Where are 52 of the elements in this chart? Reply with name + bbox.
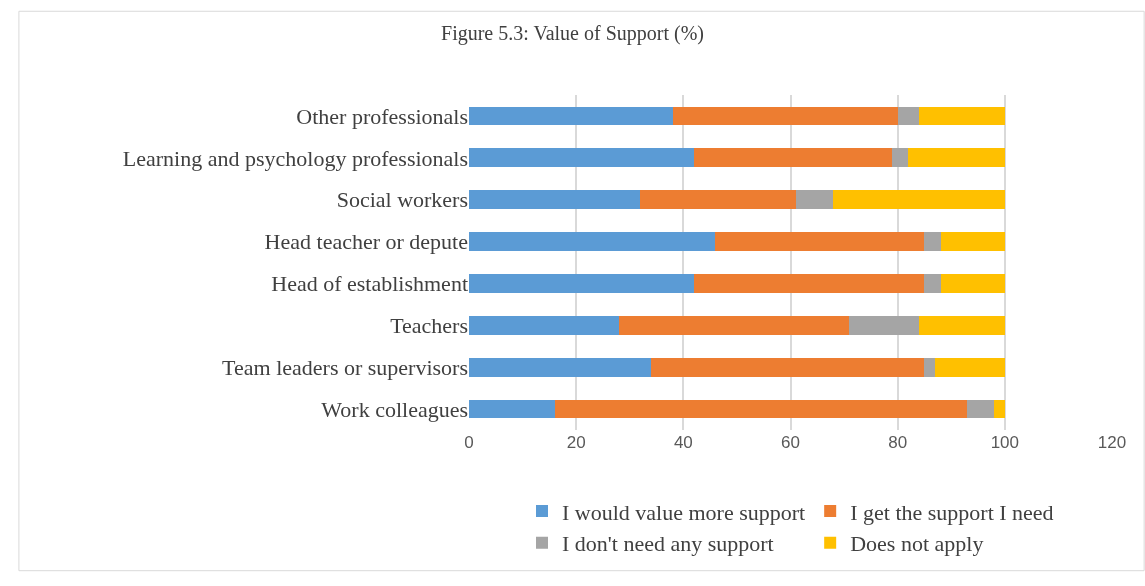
y-tick-label: Teachers bbox=[390, 313, 468, 339]
y-tick-label: Head of establishment bbox=[271, 271, 468, 297]
x-tick-label: 40 bbox=[673, 433, 693, 452]
bar bbox=[967, 399, 995, 419]
bar bbox=[651, 357, 925, 377]
bar bbox=[469, 232, 716, 251]
bar bbox=[640, 190, 796, 210]
legend-label: Does not apply bbox=[850, 531, 984, 557]
y-tick-label: Team leaders or supervisors bbox=[222, 354, 468, 380]
x-tick-label: 80 bbox=[888, 433, 908, 452]
y-tick-label: Other professionals bbox=[296, 103, 468, 129]
bar bbox=[924, 232, 941, 251]
y-tick-label: Social workers bbox=[336, 187, 468, 213]
bar bbox=[919, 315, 1005, 335]
x-tick-label: 20 bbox=[566, 433, 586, 452]
bar bbox=[469, 190, 641, 210]
bar bbox=[908, 148, 1005, 168]
y-tick-label: Learning and psychology professionals bbox=[122, 145, 468, 171]
chart-title: Figure 5.3: Value of Support (%) bbox=[441, 22, 704, 46]
bar bbox=[694, 274, 925, 293]
bar bbox=[554, 399, 968, 419]
y-tick-label: Work colleagues bbox=[321, 396, 468, 422]
bar bbox=[672, 106, 898, 126]
x-tick-label: 100 bbox=[990, 433, 1020, 452]
bar bbox=[469, 315, 620, 335]
bar bbox=[469, 357, 652, 377]
bar bbox=[795, 190, 834, 210]
legend-label: I would value more support bbox=[562, 499, 806, 525]
y-tick-label: Head teacher or depute bbox=[264, 229, 468, 255]
bar bbox=[619, 315, 850, 335]
bar bbox=[469, 399, 555, 419]
bar bbox=[940, 232, 1005, 251]
bar bbox=[940, 274, 1005, 293]
bar bbox=[694, 148, 893, 168]
bar bbox=[469, 274, 695, 293]
bar bbox=[849, 315, 920, 335]
bar bbox=[469, 148, 695, 168]
bar bbox=[715, 232, 925, 251]
legend-label: I don't need any support bbox=[562, 531, 774, 557]
bar bbox=[924, 274, 941, 293]
bar bbox=[919, 106, 1005, 126]
bar bbox=[897, 106, 920, 126]
bar bbox=[935, 357, 1005, 377]
bar bbox=[469, 106, 673, 126]
bar bbox=[833, 190, 1005, 210]
x-tick-label: 120 bbox=[1097, 433, 1127, 452]
bar bbox=[892, 148, 909, 168]
x-tick-label: 60 bbox=[781, 433, 800, 452]
bar bbox=[924, 357, 936, 377]
bar bbox=[994, 399, 1005, 419]
legend-label: I get the support I need bbox=[850, 499, 1054, 525]
x-tick-label: 0 bbox=[464, 433, 474, 452]
